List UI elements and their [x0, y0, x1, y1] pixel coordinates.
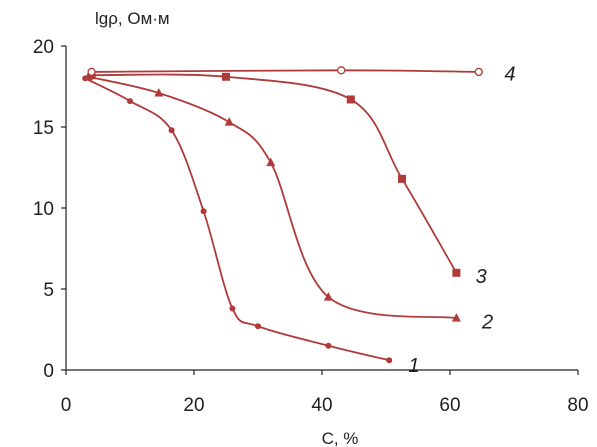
x-tick-label: 80	[567, 395, 588, 416]
data-point	[127, 98, 133, 105]
data-point	[168, 127, 175, 134]
series-line	[91, 69, 479, 73]
y-tick-label: 10	[33, 199, 54, 220]
y-axis-label: lgρ, Ом·м	[95, 9, 170, 28]
data-point	[451, 313, 461, 322]
series-line	[91, 73, 458, 274]
y-tick-label: 15	[33, 118, 54, 139]
series-label-4: 4	[504, 64, 515, 86]
data-point	[474, 67, 483, 77]
x-tick-label: 20	[183, 395, 204, 416]
y-tick-label: 5	[43, 280, 54, 301]
y-tick-label: 20	[33, 37, 54, 58]
data-point	[154, 87, 164, 97]
series-3	[87, 71, 461, 277]
series-line	[88, 75, 457, 320]
data-point	[337, 66, 346, 75]
data-point	[346, 95, 355, 104]
data-point	[255, 323, 261, 330]
x-tick-label: 60	[439, 395, 460, 416]
x-tick-label: 40	[311, 395, 332, 416]
data-point	[87, 67, 96, 77]
data-point	[222, 72, 230, 81]
x-tick-label: 0	[61, 395, 72, 416]
x-axis-label: C, %	[322, 429, 359, 447]
data-point	[323, 292, 333, 301]
data-point	[325, 342, 332, 349]
data-point	[229, 305, 236, 312]
series-line	[84, 77, 390, 362]
data-point	[386, 357, 393, 364]
y-tick-label: 0	[43, 361, 54, 382]
series-group: 1 2 3 4	[82, 64, 516, 377]
data-point	[200, 208, 207, 215]
axes: 0 20 40 60 80 0 5 10 15 20	[33, 37, 589, 416]
series-label-3: 3	[476, 266, 487, 288]
series-label-1: 1	[408, 355, 419, 377]
data-point	[398, 174, 406, 183]
data-point	[224, 117, 234, 126]
data-point	[266, 157, 276, 167]
series-label-2: 2	[481, 311, 493, 333]
series-2	[83, 71, 461, 322]
series-4	[87, 66, 483, 77]
series-1	[82, 75, 393, 364]
data-point	[452, 268, 461, 277]
